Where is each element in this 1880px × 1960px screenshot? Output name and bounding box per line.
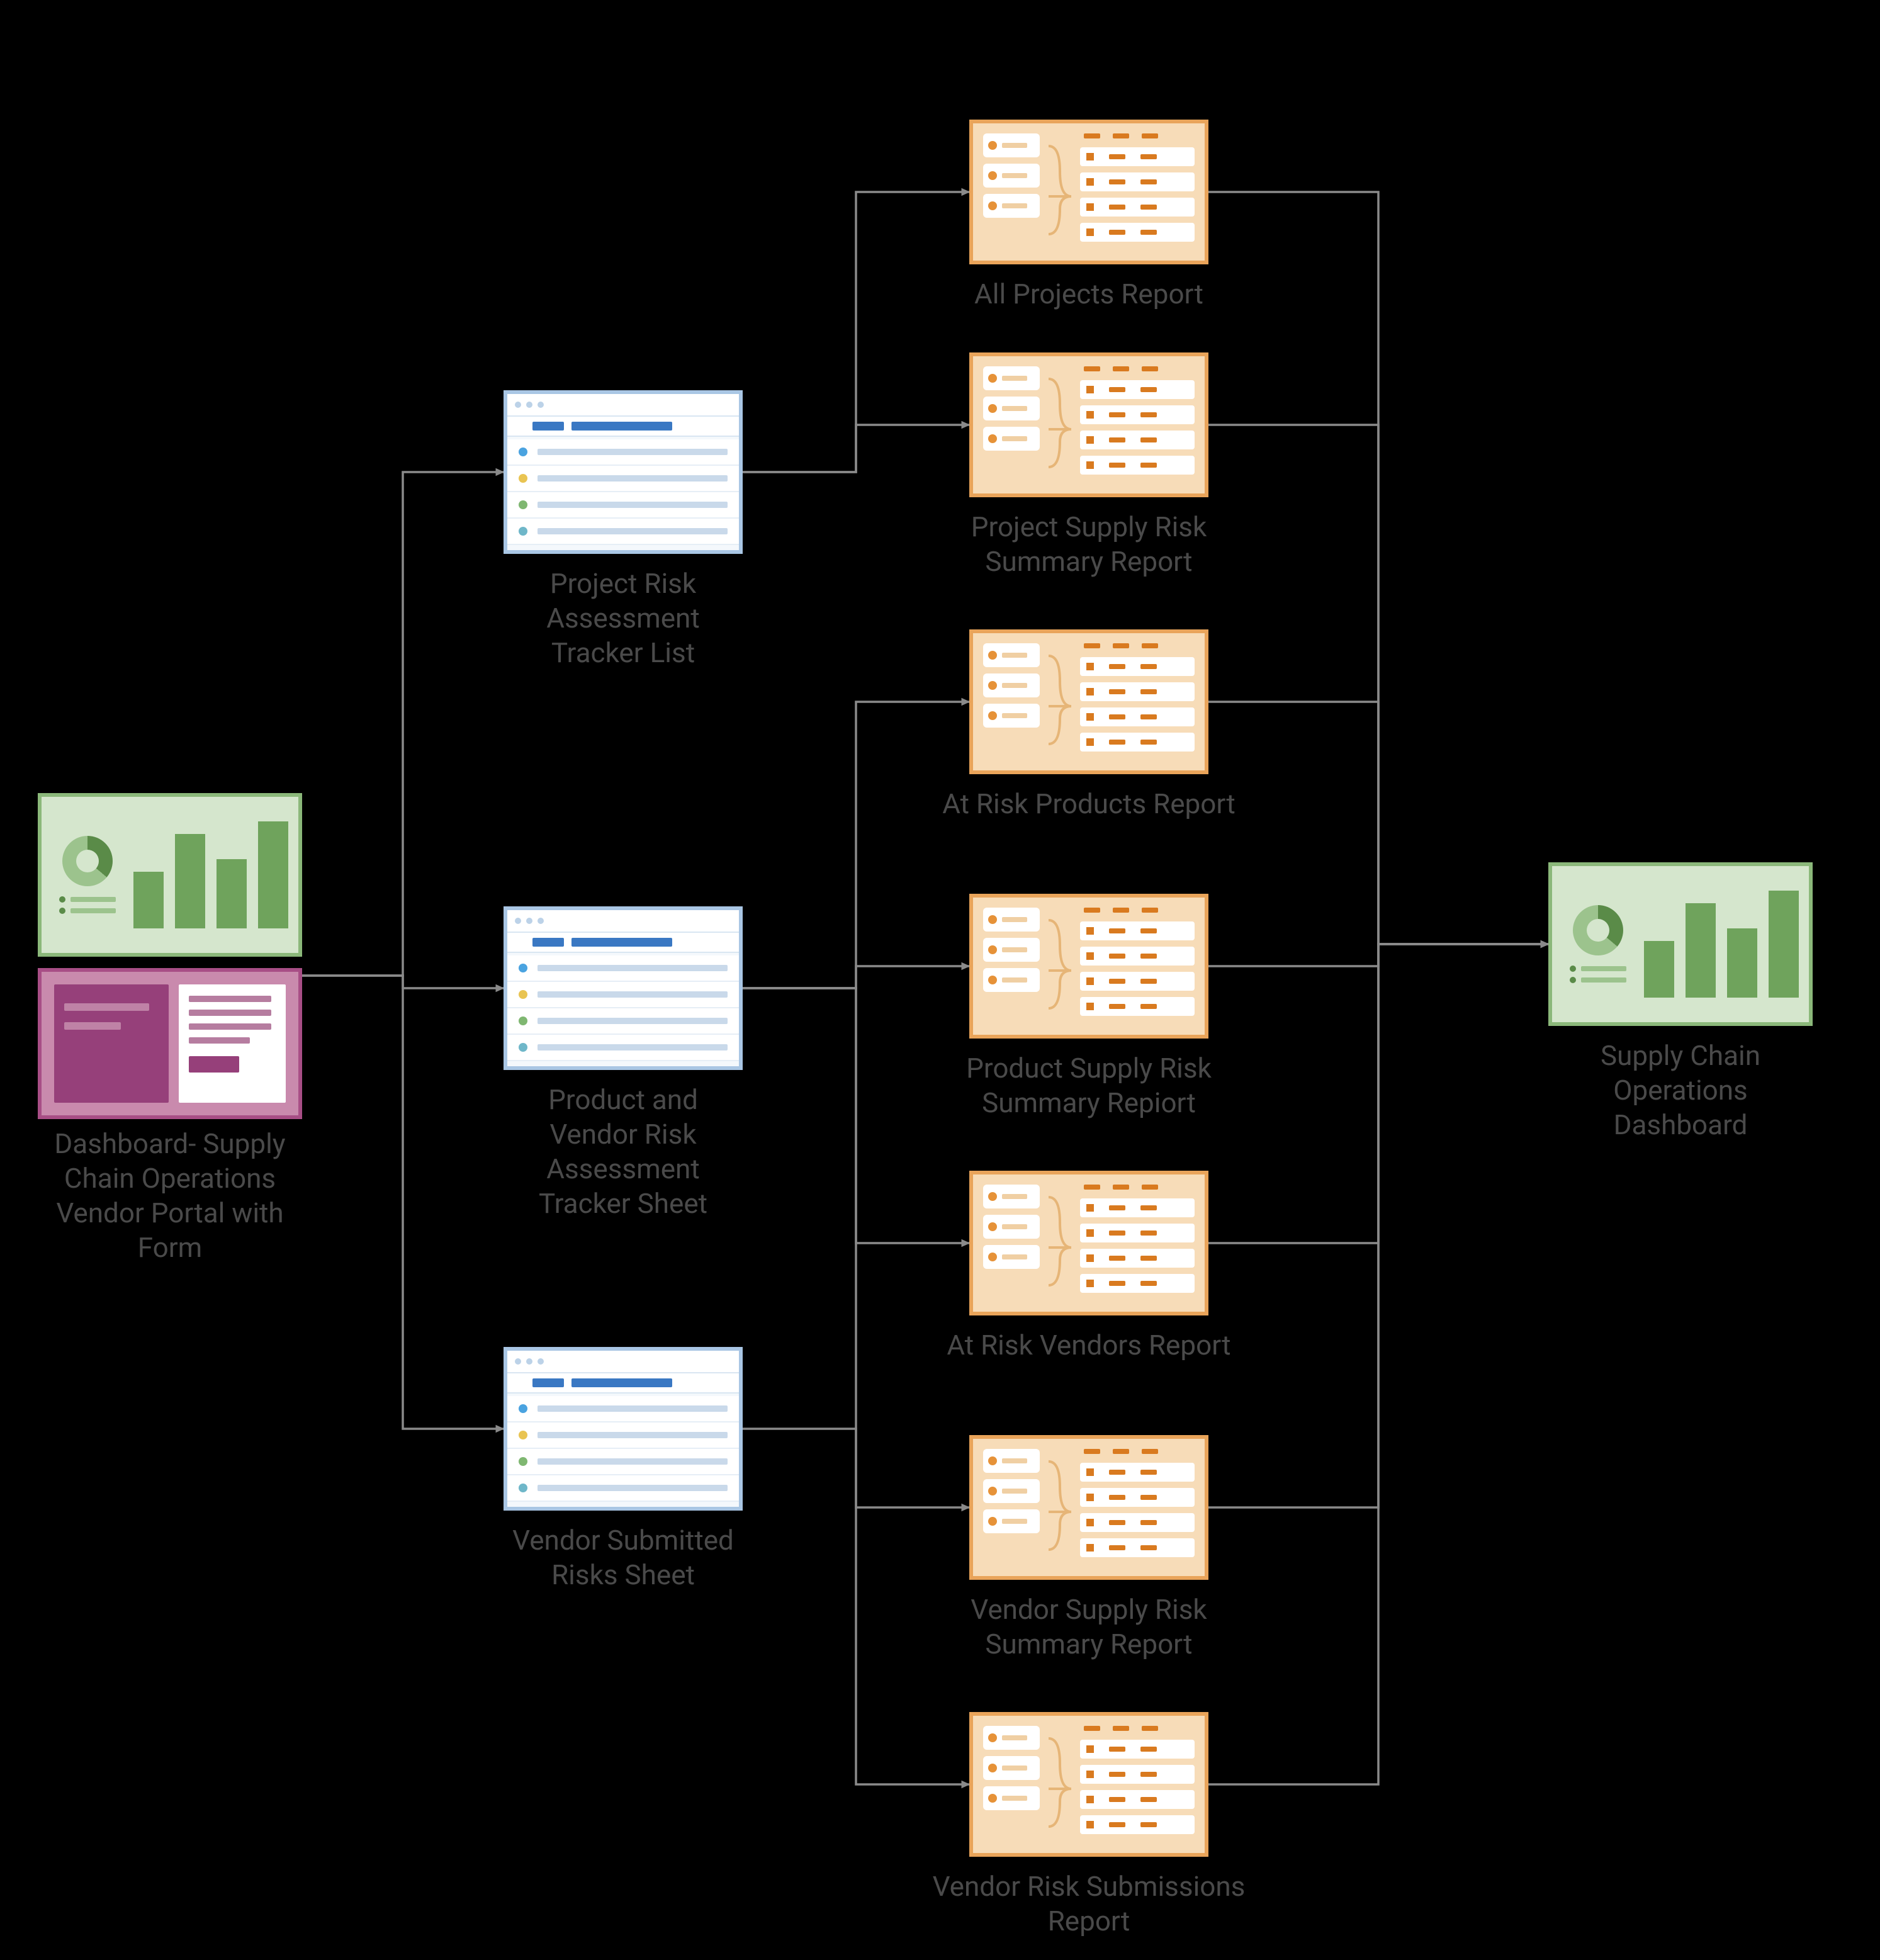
node-label-dashboard-output: Supply Chain Operations Dashboard (1548, 1039, 1813, 1142)
edge-rpt_all_projects-to-dashboard_out (1208, 192, 1548, 944)
edge-rpt_at_risk_products-to-dashboard_out (1208, 702, 1548, 944)
edge-sheet_project-to-rpt_project_summary (743, 425, 969, 472)
report-icon (969, 894, 1208, 1039)
dashboard-icon (1548, 862, 1813, 1026)
form-icon (38, 968, 302, 1119)
node-label-product-summary: Product Supply Risk Summary Repiort (941, 1051, 1237, 1120)
report-icon (969, 120, 1208, 264)
node-dashboard-output (1548, 862, 1813, 1026)
flowchart-canvas: Dashboard- Supply Chain Operations Vendo… (0, 0, 1880, 1960)
node-label-all-projects: All Projects Report (941, 277, 1237, 312)
sheet-icon (504, 1347, 743, 1511)
node-sheet-project (504, 390, 743, 554)
report-icon (969, 352, 1208, 497)
node-report-vendor-submissions (969, 1712, 1208, 1857)
node-label-at-risk-products: At Risk Products Report (941, 787, 1237, 821)
node-report-vendor-summary (969, 1435, 1208, 1580)
edge-rpt_vendor_submissions-to-dashboard_out (1208, 944, 1548, 1784)
edge-sheet_product-to-rpt_at_risk_products (743, 702, 969, 988)
edge-rpt_project_summary-to-dashboard_out (1208, 425, 1548, 944)
node-sheet-product (504, 906, 743, 1070)
edge-sheet_vendor-to-rpt_vendor_submissions (743, 1429, 969, 1784)
report-icon (969, 1712, 1208, 1857)
node-label-portal: Dashboard- Supply Chain Operations Vendo… (38, 1127, 302, 1265)
edge-portal-to-sheet_vendor (302, 976, 504, 1429)
node-label-sheet-product: Product and Vendor Risk Assessment Track… (504, 1083, 743, 1221)
node-report-at-risk-products (969, 629, 1208, 774)
edge-sheet_product-to-rpt_product_summary (743, 966, 969, 988)
node-label-vendor-submissions: Vendor Risk Submissions Report (919, 1869, 1259, 1939)
node-label-sheet-vendor: Vendor Submitted Risks Sheet (504, 1523, 743, 1592)
node-label-vendor-summary: Vendor Supply Risk Summary Report (941, 1592, 1237, 1662)
node-sheet-vendor (504, 1347, 743, 1511)
edge-rpt_product_summary-to-dashboard_out (1208, 944, 1548, 966)
dashboard-icon (38, 793, 302, 957)
node-label-at-risk-vendors: At Risk Vendors Report (941, 1328, 1237, 1363)
node-report-all-projects (969, 120, 1208, 264)
edge-sheet_project-to-rpt_all_projects (743, 192, 969, 472)
edge-portal-to-sheet_project (302, 472, 504, 976)
edge-sheet_product-to-rpt_at_risk_vendors (743, 988, 969, 1243)
report-icon (969, 629, 1208, 774)
node-report-product-summary (969, 894, 1208, 1039)
edge-portal-to-sheet_product (302, 976, 504, 988)
edge-rpt_at_risk_vendors-to-dashboard_out (1208, 944, 1548, 1243)
report-icon (969, 1171, 1208, 1315)
node-portal (38, 793, 302, 1119)
sheet-icon (504, 390, 743, 554)
edge-sheet_product-to-rpt_vendor_summary (743, 988, 969, 1507)
report-icon (969, 1435, 1208, 1580)
sheet-icon (504, 906, 743, 1070)
node-report-at-risk-vendors (969, 1171, 1208, 1315)
node-label-sheet-project: Project Risk Assessment Tracker List (504, 566, 743, 670)
edge-rpt_vendor_summary-to-dashboard_out (1208, 944, 1548, 1507)
node-label-project-summary: Project Supply Risk Summary Report (941, 510, 1237, 579)
node-report-project-summary (969, 352, 1208, 497)
